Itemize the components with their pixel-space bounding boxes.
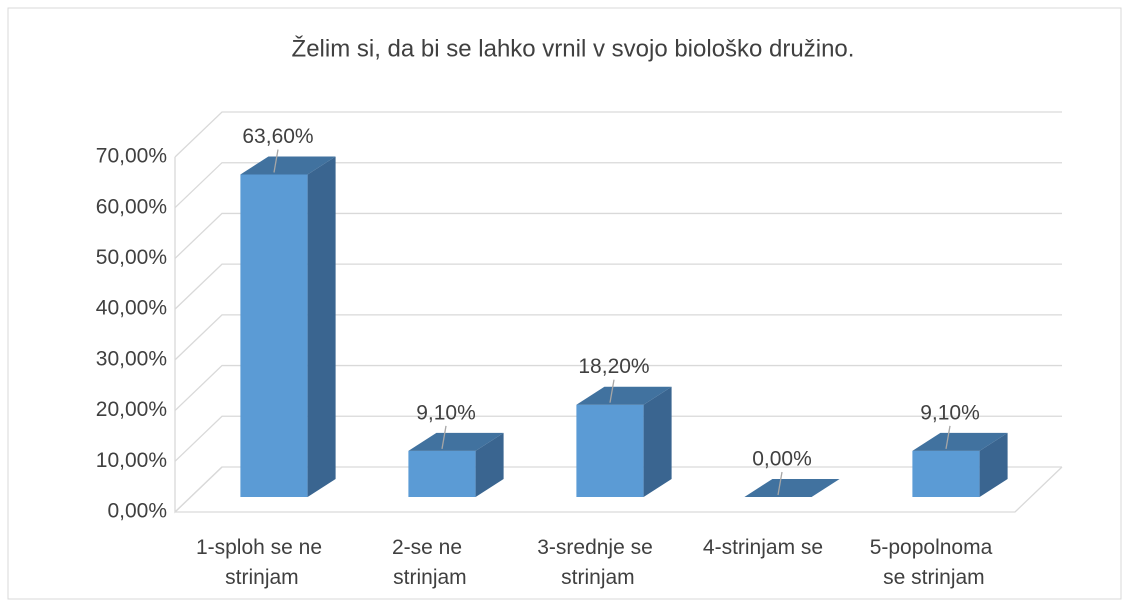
- x-tick-label: 4-strinjam se: [703, 536, 823, 559]
- value-label: 9,10%: [416, 401, 476, 424]
- bar-front: [240, 174, 308, 497]
- x-tick-label-line: 4-strinjam se: [703, 536, 823, 559]
- x-tick-label-line: 3-srednje se: [537, 536, 653, 559]
- grid-line: [174, 314, 1062, 361]
- x-tick-label-line: strinjam: [219, 566, 298, 589]
- value-label: 18,20%: [578, 355, 649, 378]
- leader-line: [441, 425, 447, 449]
- grid-line: [174, 162, 1062, 209]
- x-tick-label: 2-se ne strinjam: [387, 536, 466, 589]
- bar: [744, 479, 840, 497]
- chart-title: Želim si, da bi se lahko vrnil v svojo b…: [292, 35, 855, 62]
- floor: [175, 466, 1063, 513]
- bar-front: [576, 404, 644, 497]
- bar-side: [307, 156, 336, 497]
- x-tick-label-line: strinjam: [387, 566, 466, 589]
- value-label: 63,60%: [242, 125, 313, 148]
- bar-side: [475, 432, 504, 497]
- grid-line: [174, 212, 1062, 259]
- bar: [576, 386, 672, 497]
- leader-line: [945, 425, 951, 449]
- bar: [912, 432, 1008, 497]
- y-tick-label: 10,00%: [96, 449, 167, 472]
- leader-line: [273, 149, 279, 173]
- x-tick-label: 1-sploh se ne strinjam: [196, 536, 322, 589]
- y-tick-label: 70,00%: [96, 145, 167, 168]
- y-tick-label: 60,00%: [96, 195, 167, 218]
- y-tick-label: 20,00%: [96, 398, 167, 421]
- bar-top: [240, 156, 336, 175]
- bar-front: [408, 450, 476, 497]
- x-tick-label-line: 5-popolnoma: [870, 536, 993, 559]
- x-tick-label: 3-srednje se strinjam: [537, 536, 653, 589]
- value-label: 0,00%: [752, 448, 812, 471]
- grid-line: [174, 415, 1062, 462]
- grid-line: [174, 466, 1062, 513]
- bar-side: [979, 432, 1008, 497]
- bar-top: [576, 386, 672, 405]
- bar-top: [912, 432, 1008, 451]
- bar: [240, 156, 336, 497]
- y-tick-label: 30,00%: [96, 347, 167, 370]
- y-tick-label: 40,00%: [96, 297, 167, 320]
- y-tick-label: 50,00%: [96, 246, 167, 269]
- x-tick-label-line: 1-sploh se ne: [196, 536, 322, 559]
- leader-line: [609, 379, 615, 403]
- chart-border: [7, 7, 1122, 600]
- grid-line: [174, 364, 1062, 412]
- x-tick-label: 5-popolnoma se strinjam: [870, 536, 993, 589]
- x-tick-label-line: se strinjam: [877, 566, 984, 589]
- x-tick-label-line: 2-se ne: [392, 536, 462, 559]
- y-tick-label: 0,00%: [107, 500, 167, 523]
- bar-side: [643, 386, 672, 497]
- grid-line: [174, 111, 1062, 158]
- grid-line: [174, 263, 1062, 310]
- bar-top: [408, 432, 504, 451]
- bar: [408, 432, 504, 497]
- bar-top: [744, 479, 840, 497]
- bar-front: [912, 450, 980, 497]
- value-label: 9,10%: [920, 401, 980, 424]
- leader-line: [777, 471, 783, 496]
- x-tick-label-line: strinjam: [555, 566, 634, 589]
